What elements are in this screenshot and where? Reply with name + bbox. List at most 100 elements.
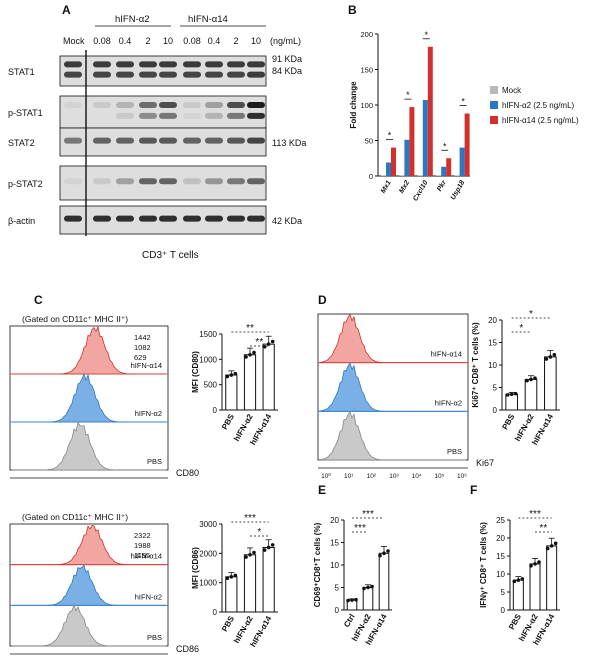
bar-hifn-α2 [404,139,410,176]
y-tick-label: 0 [369,172,373,181]
blot-row-label: STAT1 [8,67,35,77]
dose-label: 2 [145,36,150,46]
bar-hifn-α2 [422,100,428,176]
data-point [225,374,230,379]
blot-band [93,101,111,108]
sig-label: ** [539,523,547,534]
y-tick-label: 50 [365,137,373,146]
y-tick-label: 0 [501,606,506,615]
y-tick-label: 20 [330,516,339,525]
blot-band [93,61,111,68]
sig-label: * [519,323,523,334]
mfi-value: 1155 [134,551,150,560]
blot-band [247,137,265,144]
blot-band [183,178,201,185]
y-tick-label: 3000 [199,520,217,529]
data-point [512,579,517,584]
y-tick-label: 25 [496,516,505,525]
blot-band [116,71,134,78]
histogram-stack: hIFN-α14 hIFN-α2 PBS CD86 (Gated on CD11c⁺ M… [9,512,199,655]
x-tick-label: PBS [500,412,516,431]
blot-band [116,101,134,108]
blot-band [247,112,265,119]
blot-band [205,101,223,108]
blot-band [64,215,82,222]
data-point [525,378,529,383]
blot-band [247,178,265,185]
histogram-label: hIFN-α2 [135,409,162,418]
gate-label: (Gated on CD11c⁺ MHC II⁺) [22,512,128,522]
y-tick-label: 0 [335,606,340,615]
blot-band [93,71,111,78]
data-point [553,541,558,546]
data-point [516,578,521,582]
y-tick-label: 1500 [199,330,217,339]
size-marker-84: 84 KDa [272,66,302,76]
blot-row-label: β-actin [8,216,35,226]
bar-hifn-α2 [441,166,447,176]
mfi-value: 1082 [134,343,151,352]
y-axis-label: MFI (CD86) [191,547,200,589]
data-point [244,555,248,559]
y-tick-label: 0 [213,406,218,415]
bar [262,546,275,613]
panel-b-fold-change-chart: 0 50 100 150 200 Fold change * Mx1 * Mx2 * Cxcl10 * P… [349,30,579,203]
dose-label: 0.4 [208,36,221,46]
blot-band [159,137,177,144]
x-tick-label: Mx1 [380,179,393,194]
blot-band [159,101,177,108]
bar [546,545,558,611]
blot-band [159,215,177,222]
dose-label: 0.08 [93,36,111,46]
blot-band [116,137,134,144]
blot-band [159,178,177,185]
y-tick-label: 1000 [199,579,217,588]
sig-label: ** [246,323,254,334]
x-tick-label: Usp18 [450,179,467,201]
x-tick-label: 10⁵ [434,473,444,480]
y-tick-label: 0 [213,608,218,617]
group-label-ifn-a2: hIFN-α2 [115,14,150,25]
blot-band [93,178,111,185]
y-tick-label: 100 [360,101,373,110]
dose-unit: (ng/mL) [270,36,301,46]
blot-band [139,61,157,68]
data-point [509,392,514,397]
blot-band [205,178,223,185]
dose-label: 10 [251,36,261,46]
x-tick-label: Ctrl [342,613,357,629]
x-tick-label: PBS [220,614,236,633]
blot-band [183,61,201,68]
sig-label: * [443,141,447,151]
gate-label: (Gated on CD11c⁺ MHC II⁺) [22,314,128,324]
y-axis-label: Ki67⁺ CD8⁺ T cells (%) [471,322,480,408]
histogram-label: hIFN-α14 [131,361,162,370]
blot-band [247,101,265,108]
data-point [366,585,370,590]
data-point [229,575,234,579]
legend-swatch [490,101,498,109]
y-tick-label: 10 [496,570,505,579]
bar-hifn-α14 [427,46,433,176]
histogram-curve [12,372,166,423]
data-point [533,376,537,380]
bar [243,554,257,613]
blot-band [183,137,201,144]
blot-band [247,215,265,222]
bar-mock [399,175,405,176]
data-point [225,576,230,581]
x-axis-label: CD80 [176,468,199,478]
data-point [266,342,271,346]
x-tick-label: Cxcl10 [412,179,429,202]
sig-label: * [257,527,261,538]
blot-band [227,215,245,222]
histogram-curve [319,362,467,412]
data-point [233,573,238,578]
panel-letter-d: D [318,293,327,307]
x-tick-label: 10¹ [344,473,354,480]
y-tick-label: 15 [488,339,497,348]
